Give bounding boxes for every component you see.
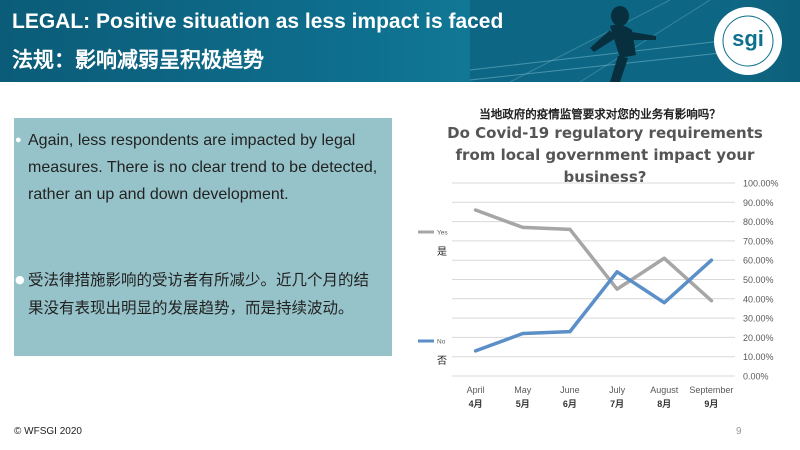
y-tick-label: 10.00%: [743, 352, 774, 362]
y-tick-label: 80.00%: [743, 217, 774, 227]
y-tick-label: 0.00%: [743, 372, 769, 382]
data-point-yes: [709, 299, 713, 303]
runner-photo: [470, 0, 730, 82]
y-tick-label: 30.00%: [743, 314, 774, 324]
y-tick-label: 60.00%: [743, 256, 774, 266]
legend-label-yes: Yes: [437, 230, 448, 237]
bullet-chinese-text: 受法律措施影响的受访者有所减少。近几个月的结果没有表现出明显的发展趋势，而是持续…: [28, 271, 370, 317]
copyright: © WFSGI 2020: [14, 426, 82, 437]
series-line-no: [473, 258, 714, 353]
x-tick-label: August: [650, 385, 679, 395]
x-tick-label-zh: 6月: [563, 399, 577, 409]
title-zh: 法规：影响减弱呈积极趋势: [12, 48, 264, 72]
bullet-english-text: Again, less respondents are impacted by …: [28, 132, 378, 203]
bullet-english: ● Again, less respondents are impacted b…: [15, 127, 383, 208]
x-tick-label-zh: 8月: [657, 399, 671, 409]
x-tick-label-zh: 9月: [704, 399, 718, 409]
series-line-yes: [473, 208, 714, 303]
x-tick-label-zh: 4月: [469, 399, 483, 409]
data-point-no: [474, 349, 478, 353]
x-tick-label: July: [609, 385, 626, 395]
x-tick-label-zh: 5月: [516, 399, 530, 409]
data-point-no: [568, 330, 572, 334]
chart-title-zh: 当地政府的疫情监管要求对您的业务有影响吗？: [479, 107, 721, 121]
logo-text: sgi: [732, 26, 764, 51]
data-point-yes: [474, 208, 478, 212]
y-tick-label: 20.00%: [743, 333, 774, 343]
data-point-no: [521, 332, 525, 336]
slide-header: LEGAL: Positive situation as less impact…: [0, 0, 800, 82]
bullet-dot: ●: [15, 273, 25, 286]
legend-label-no: No: [437, 339, 446, 346]
data-point-yes: [521, 225, 525, 229]
y-tick-label: 70.00%: [743, 236, 774, 246]
x-tick-label: September: [689, 385, 733, 395]
wfsgi-logo: [714, 7, 782, 75]
legend-label-zh-no: 否: [437, 355, 447, 367]
page-number: 9: [736, 426, 742, 437]
data-point-no: [709, 258, 713, 262]
y-tick-label: 90.00%: [743, 198, 774, 208]
y-tick-label: 40.00%: [743, 294, 774, 304]
title-en: LEGAL: Positive situation as less impact…: [12, 10, 504, 33]
data-point-yes: [662, 256, 666, 260]
y-tick-label: 50.00%: [743, 275, 774, 285]
x-tick-label-zh: 7月: [610, 399, 624, 409]
data-point-no: [615, 270, 619, 274]
data-point-no: [662, 301, 666, 305]
x-tick-label: May: [514, 385, 532, 395]
x-tick-label: April: [467, 385, 485, 395]
x-tick-label: June: [560, 385, 580, 395]
chart-title: Do Covid-19 regulatory requirements from…: [447, 124, 763, 186]
legend-label-zh-yes: 是: [437, 246, 447, 258]
data-point-yes: [568, 227, 572, 231]
summary-box: [14, 118, 392, 356]
bullet-chinese: ● 受法律措施影响的受访者有所减少。近几个月的结果没有表现出明显的发展趋势，而是…: [15, 266, 383, 322]
bullet-dot: ●: [15, 134, 22, 146]
data-point-yes: [615, 287, 619, 291]
